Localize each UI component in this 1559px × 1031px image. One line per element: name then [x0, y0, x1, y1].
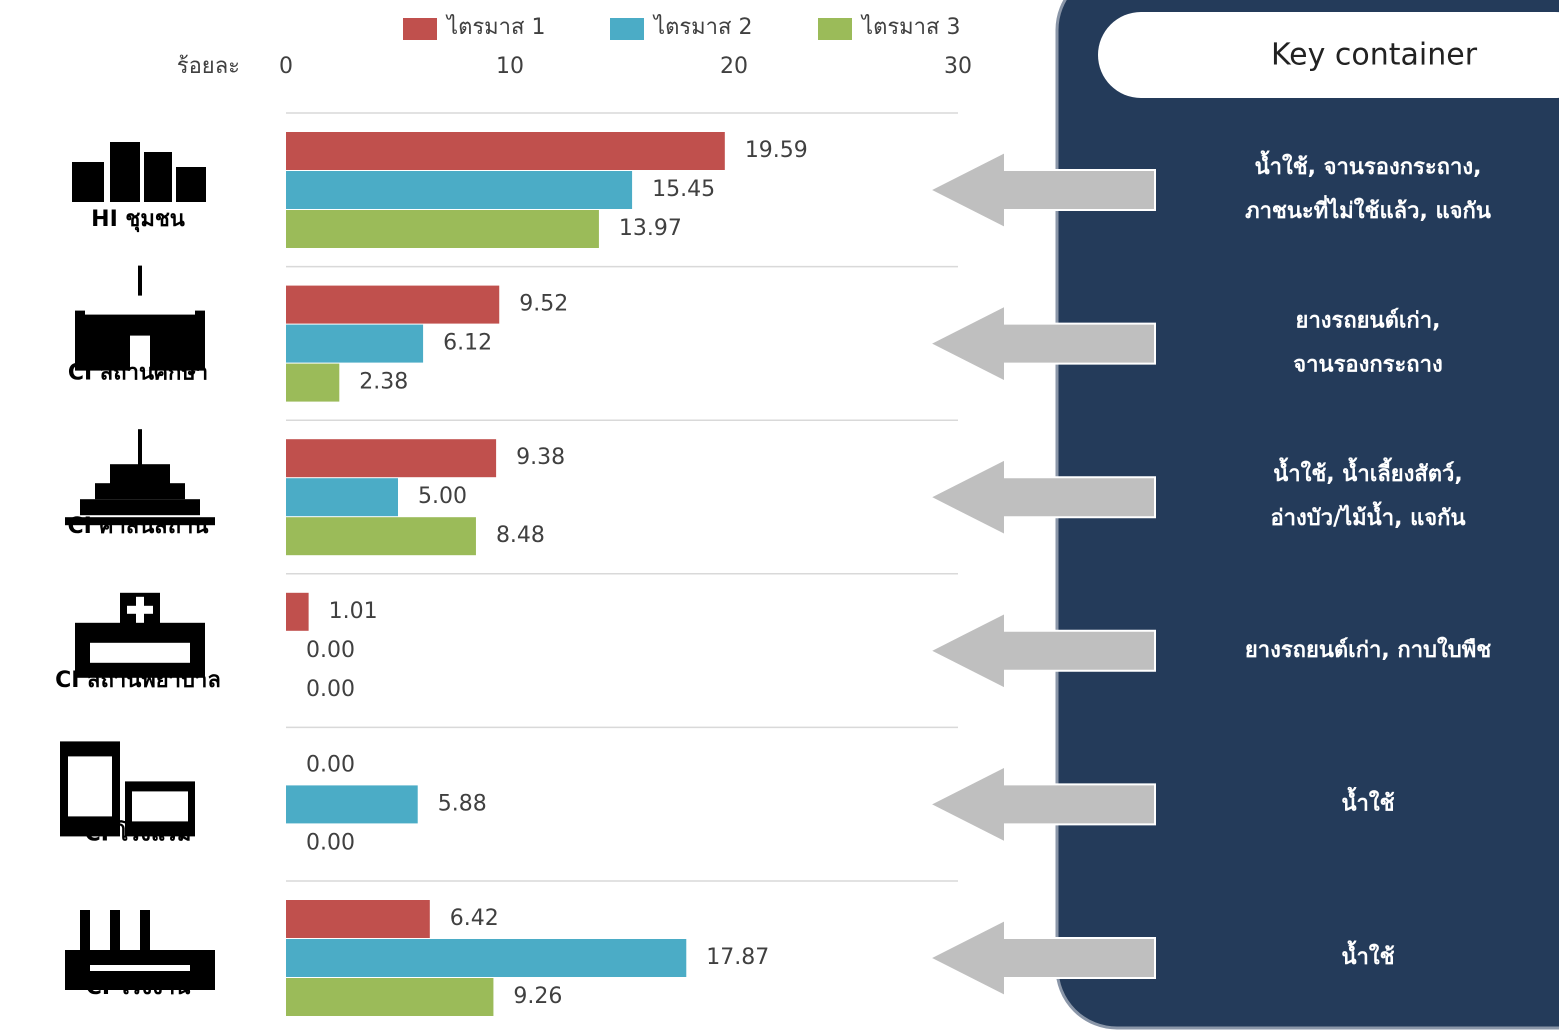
- key-title-pill: [1098, 12, 1559, 98]
- arrow: [927, 611, 1156, 691]
- bar: [286, 939, 687, 977]
- category-icon: [60, 741, 195, 837]
- category-label: CI โรงงาน: [86, 973, 191, 1000]
- bar: [286, 285, 500, 324]
- category-label: CI สถานศึกษา: [68, 361, 208, 386]
- value-label: 2.38: [359, 370, 408, 395]
- key-item: ยางรถยนต์เก่า, กาบใบพืช: [1245, 636, 1491, 663]
- value-label: 6.42: [450, 906, 499, 931]
- key-item: น้ำใช้: [1341, 940, 1394, 970]
- arrow: [927, 457, 1156, 537]
- category-label: HI ชุมชน: [91, 207, 185, 233]
- value-label: 0.00: [306, 677, 355, 702]
- bar: [286, 363, 340, 402]
- arrow: [927, 303, 1156, 384]
- value-label: 9.38: [516, 445, 565, 470]
- arrow: [927, 150, 1156, 230]
- bar: [286, 171, 633, 209]
- key-item: ภาชนะที่ไม่ใช้แล้ว, แจกัน: [1245, 194, 1491, 224]
- category-icon: [72, 142, 206, 202]
- bar: [286, 324, 424, 363]
- arrow: [927, 764, 1156, 845]
- value-label: 6.12: [443, 331, 492, 356]
- bar: [286, 132, 725, 170]
- category-icon: [75, 265, 205, 371]
- value-label: 9.52: [519, 292, 568, 317]
- bar: [286, 439, 497, 478]
- key-title: Key container: [1271, 38, 1478, 73]
- key-item: ยางรถยนต์เก่า,: [1296, 308, 1441, 334]
- legend-swatch: [403, 18, 437, 40]
- axis-label: ร้อยละ: [177, 54, 240, 79]
- x-tick-label: 20: [720, 54, 748, 79]
- value-label: 9.26: [513, 984, 562, 1009]
- category-label: CI ศาสนสถาน: [68, 514, 209, 539]
- value-label: 0.00: [306, 638, 355, 663]
- legend-label: ไตรมาส 2: [652, 14, 752, 40]
- value-label: 5.00: [418, 484, 467, 509]
- bar: [286, 517, 476, 556]
- legend-swatch: [818, 18, 852, 40]
- legend-swatch: [610, 18, 644, 40]
- bar: [286, 900, 430, 938]
- key-item: อ่างบัว/ไม้น้ำ, แจกัน: [1270, 501, 1465, 531]
- value-label: 1.01: [329, 599, 378, 624]
- value-label: 13.97: [619, 216, 682, 241]
- value-label: 15.45: [652, 177, 715, 202]
- category-icon: [65, 910, 215, 990]
- key-item: จานรองกระถาง: [1293, 353, 1442, 378]
- legend-label: ไตรมาส 1: [445, 14, 545, 40]
- key-item: น้ำใช้: [1341, 786, 1394, 816]
- category-label: CI สถานพยาบาล: [55, 668, 221, 693]
- value-label: 17.87: [706, 945, 769, 970]
- bar: [286, 785, 418, 824]
- x-tick-label: 30: [944, 54, 972, 79]
- bar: [286, 478, 398, 517]
- arrow: [927, 918, 1156, 998]
- value-label: 19.59: [745, 138, 808, 163]
- value-label: 0.00: [306, 752, 355, 777]
- legend-label: ไตรมาส 3: [860, 14, 960, 40]
- key-item: น้ำใช้, น้ำเลี้ยงสัตว์,: [1273, 457, 1463, 487]
- value-label: 8.48: [496, 523, 545, 548]
- bar: [286, 592, 309, 631]
- category-label: CI โรงแรม: [85, 819, 192, 846]
- bar: [286, 210, 599, 248]
- x-tick-label: 0: [279, 54, 293, 79]
- category-icon: [65, 429, 215, 526]
- bar: [286, 978, 494, 1016]
- x-tick-label: 10: [496, 54, 524, 79]
- value-label: 5.88: [438, 791, 487, 816]
- category-icon: [75, 592, 205, 678]
- key-item: น้ำใช้, จานรองกระถาง,: [1255, 150, 1482, 180]
- value-label: 0.00: [306, 830, 355, 855]
